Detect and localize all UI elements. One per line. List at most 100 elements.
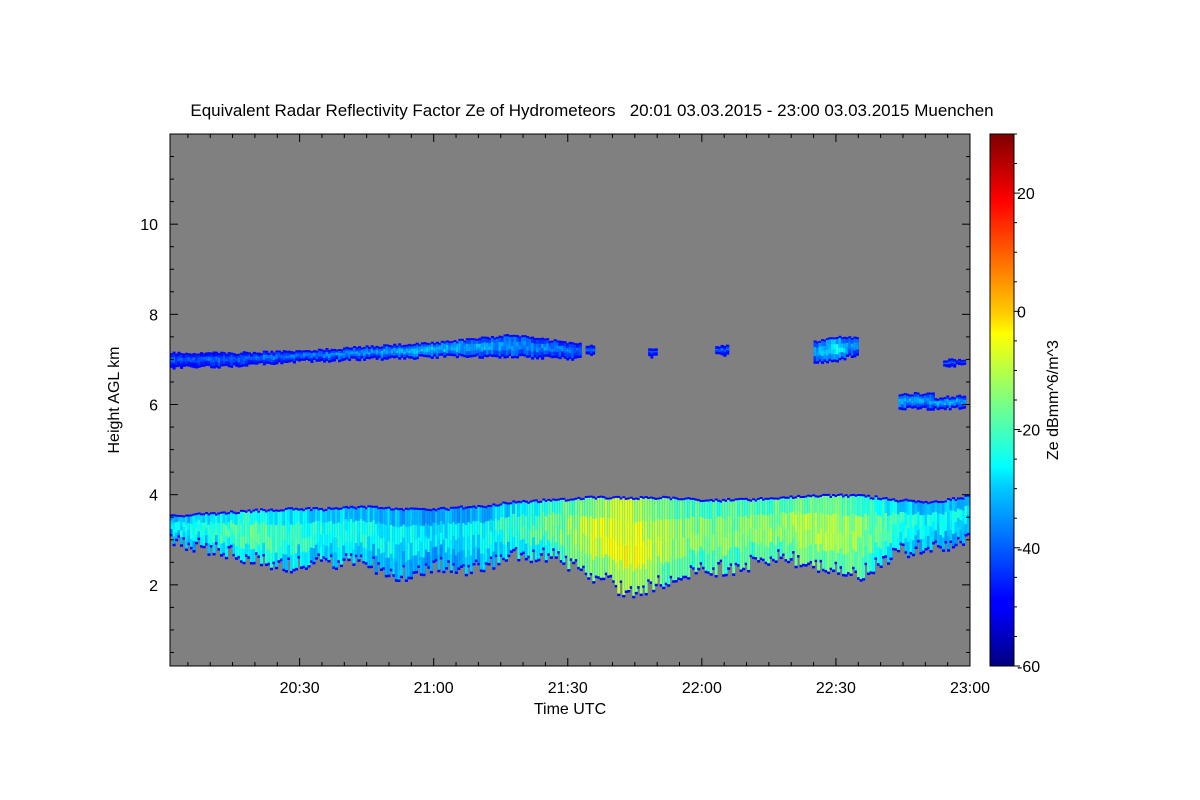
echo-cell	[172, 523, 176, 531]
echo-cell	[230, 359, 234, 363]
echo-cell	[482, 538, 486, 555]
echo-cell	[332, 354, 337, 358]
echo-cell	[380, 350, 384, 354]
echo-cell	[437, 524, 441, 541]
echo-cell	[914, 503, 918, 515]
echo-cell	[867, 553, 871, 573]
echo-cell	[817, 551, 821, 571]
echo-cell	[908, 400, 912, 404]
echo-cell	[568, 349, 572, 354]
echo-cell	[460, 344, 464, 348]
echo-cell	[757, 529, 761, 546]
echo-cell	[634, 499, 638, 524]
echo-cell	[307, 550, 311, 566]
echo-cell	[335, 351, 339, 354]
echo-cell	[215, 353, 219, 357]
echo-cell	[477, 507, 481, 522]
echo-cell	[337, 355, 342, 358]
echo-cell	[829, 497, 833, 516]
echo-cell	[552, 500, 556, 513]
echo-cell	[262, 357, 266, 361]
echo-cell	[254, 541, 259, 553]
echo-cell	[569, 543, 573, 559]
echo-cell	[414, 509, 418, 526]
echo-cell	[559, 544, 563, 561]
echo-cell	[543, 350, 547, 355]
echo-cell	[704, 553, 708, 571]
echo-cell	[949, 520, 953, 531]
echo-cell	[931, 531, 936, 542]
echo-cell	[553, 341, 557, 346]
echo-cell	[563, 343, 567, 347]
echo-cell	[463, 342, 467, 346]
echo-cell	[897, 525, 901, 539]
y-tick-label: 6	[149, 398, 158, 415]
echo-cell	[916, 394, 920, 399]
echo-cell	[850, 351, 854, 356]
echo-cell	[220, 358, 224, 362]
echo-cell	[170, 362, 174, 366]
echo-cell	[882, 499, 886, 514]
echo-cell	[926, 397, 930, 402]
echo-cell	[674, 539, 678, 560]
echo-cell	[354, 543, 358, 555]
echo-cell	[924, 400, 928, 403]
echo-cell	[272, 354, 276, 357]
echo-cell	[342, 533, 346, 547]
echo-cell	[903, 401, 907, 405]
echo-cell	[799, 547, 803, 565]
echo-cell	[814, 497, 818, 514]
echo-cell	[222, 360, 226, 364]
echo-cell	[913, 399, 917, 403]
echo-cell	[946, 402, 950, 406]
echo-cell	[824, 551, 828, 571]
echo-cell	[397, 544, 401, 563]
echo-cell	[210, 357, 214, 361]
echo-cell	[602, 498, 606, 519]
echo-cell	[324, 545, 328, 559]
echo-cell	[410, 353, 414, 357]
echo-cell	[526, 350, 530, 356]
echo-cell	[561, 351, 565, 355]
echo-cell	[250, 355, 254, 358]
echo-cell	[468, 347, 472, 352]
echo-cell	[647, 538, 651, 560]
echo-cell	[282, 554, 286, 569]
echo-cell	[185, 358, 189, 362]
echo-cell	[853, 346, 857, 351]
echo-cell	[561, 348, 565, 352]
echo-cell	[787, 498, 791, 515]
echo-cell	[946, 401, 950, 404]
echo-cell	[225, 355, 229, 358]
echo-cell	[827, 552, 831, 572]
echo-cell	[289, 509, 294, 526]
echo-cell	[332, 350, 337, 354]
echo-cell	[448, 343, 452, 347]
echo-cell	[433, 345, 437, 348]
echo-cell	[170, 529, 174, 534]
echo-cell	[519, 540, 523, 553]
echo-cell	[182, 517, 186, 523]
echo-cell	[854, 496, 858, 516]
echo-cell	[505, 345, 510, 351]
echo-cell	[539, 527, 543, 541]
echo-cell	[919, 515, 923, 528]
echo-cell	[725, 350, 730, 353]
echo-cell	[224, 545, 229, 557]
echo-cell	[934, 502, 938, 513]
echo-cell	[561, 342, 565, 347]
echo-cell	[909, 501, 913, 515]
echo-cell	[369, 536, 373, 552]
echo-cell	[319, 510, 323, 523]
echo-cell	[652, 351, 656, 353]
echo-cell	[816, 347, 820, 353]
echo-cell	[443, 351, 447, 356]
echo-cell	[578, 352, 582, 356]
echo-cell	[904, 513, 908, 527]
echo-cell	[247, 359, 251, 363]
echo-cell	[838, 347, 842, 353]
echo-cell	[182, 357, 186, 361]
echo-cell	[934, 530, 938, 541]
echo-cell	[229, 536, 234, 545]
echo-cell	[802, 546, 806, 564]
